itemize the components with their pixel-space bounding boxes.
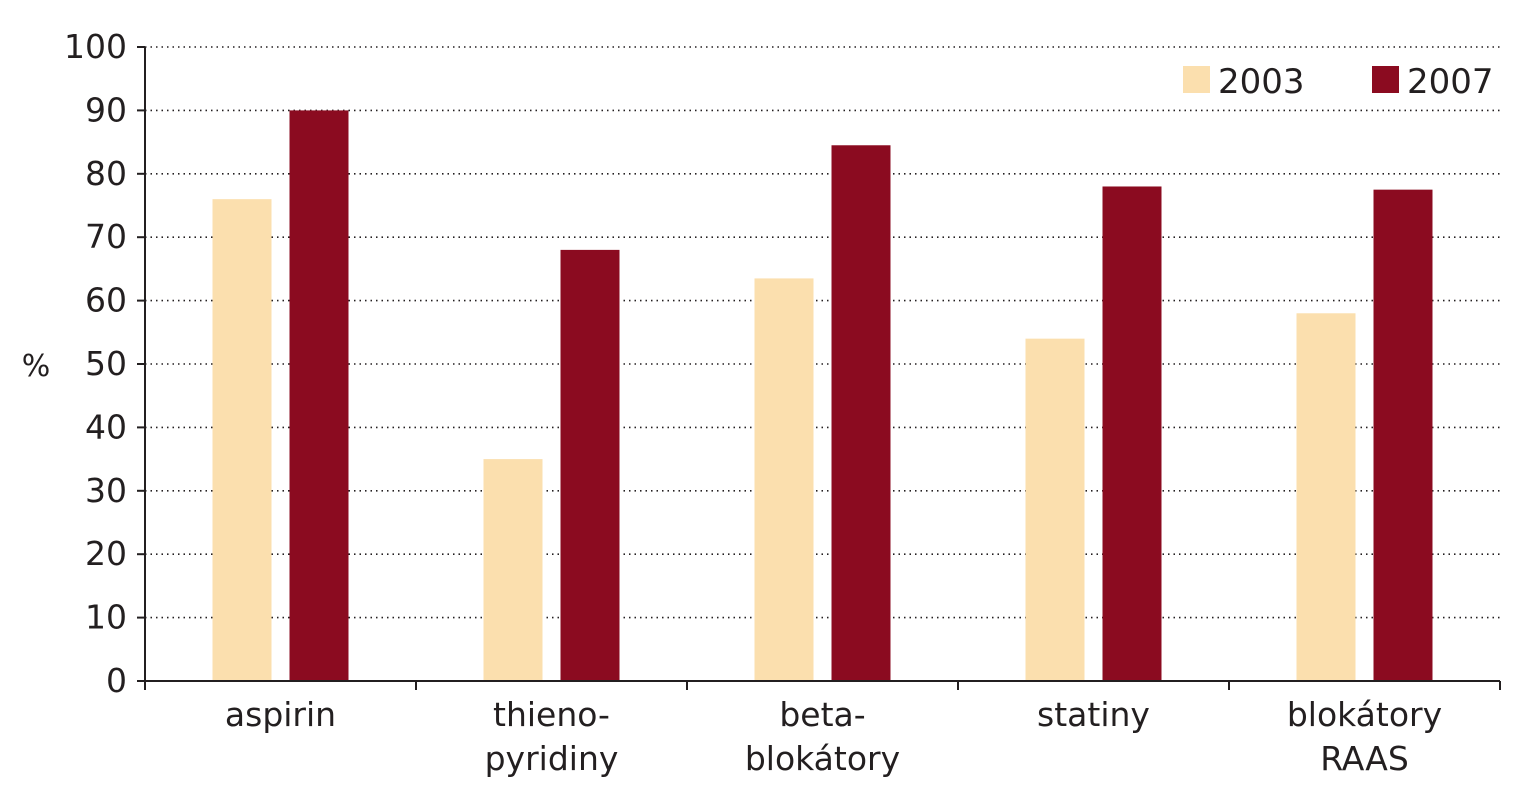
x-category-label: aspirin (225, 695, 336, 734)
bar-2003-bloktoryraas (1296, 313, 1356, 681)
y-tick-label-80: 80 (85, 154, 127, 193)
y-tick-label-30: 30 (85, 471, 127, 510)
y-axis-title: % (22, 349, 51, 384)
bar-2003-betabloktory (754, 278, 814, 681)
legend: 2003 2007 (1183, 62, 1494, 102)
x-category-label: blokátory (745, 739, 900, 778)
x-category-label: RAAS (1320, 739, 1409, 778)
x-category-label: thieno- (493, 695, 610, 734)
x-category-label: statiny (1037, 695, 1150, 734)
y-tick-label-100: 100 (64, 27, 127, 66)
bar-2007-statiny (1102, 186, 1162, 682)
y-tick-label-70: 70 (85, 217, 127, 256)
bar-2003-aspirin (212, 199, 272, 681)
y-tick-label-0: 0 (106, 661, 127, 700)
x-category-label: beta- (779, 695, 865, 734)
y-tick-label-10: 10 (85, 598, 127, 637)
legend-swatch-2003 (1183, 66, 1210, 93)
x-category-label: blokátory (1287, 695, 1442, 734)
x-category-labels: aspirin thieno-pyridiny beta-blokátory stat… (225, 695, 1442, 778)
bar-2007-betabloktory (831, 145, 891, 681)
bar-2003-statiny (1025, 338, 1085, 681)
bar-2007-bloktoryraas (1373, 189, 1433, 681)
bar-2007-aspirin (289, 110, 349, 681)
y-tick-label-20: 20 (85, 534, 127, 573)
y-tick-labels: 0 10 20 30 40 50 60 70 80 90 100 (64, 27, 145, 700)
gridlines (145, 46, 1500, 619)
bar-2003-thienopyridiny (483, 459, 543, 681)
y-tick-label-60: 60 (85, 281, 127, 320)
bar-2007-thienopyridiny (560, 249, 620, 681)
bars (212, 110, 1433, 682)
x-category-label: pyridiny (485, 739, 619, 778)
legend-label-2003: 2003 (1218, 62, 1305, 102)
legend-label-2007: 2007 (1407, 62, 1494, 102)
y-tick-label-50: 50 (85, 344, 127, 383)
legend-swatch-2007 (1372, 66, 1399, 93)
y-tick-label-90: 90 (85, 90, 127, 129)
y-tick-label-40: 40 (85, 407, 127, 446)
